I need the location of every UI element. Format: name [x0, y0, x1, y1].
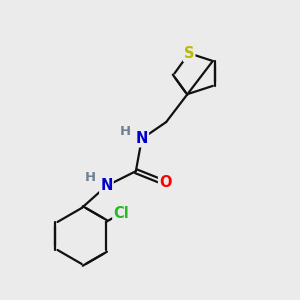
- Text: H: H: [85, 171, 96, 184]
- Text: O: O: [159, 176, 172, 190]
- Text: Cl: Cl: [113, 206, 129, 221]
- Text: N: N: [100, 178, 112, 194]
- Text: S: S: [184, 46, 194, 61]
- Text: H: H: [120, 125, 131, 138]
- Text: N: N: [136, 131, 148, 146]
